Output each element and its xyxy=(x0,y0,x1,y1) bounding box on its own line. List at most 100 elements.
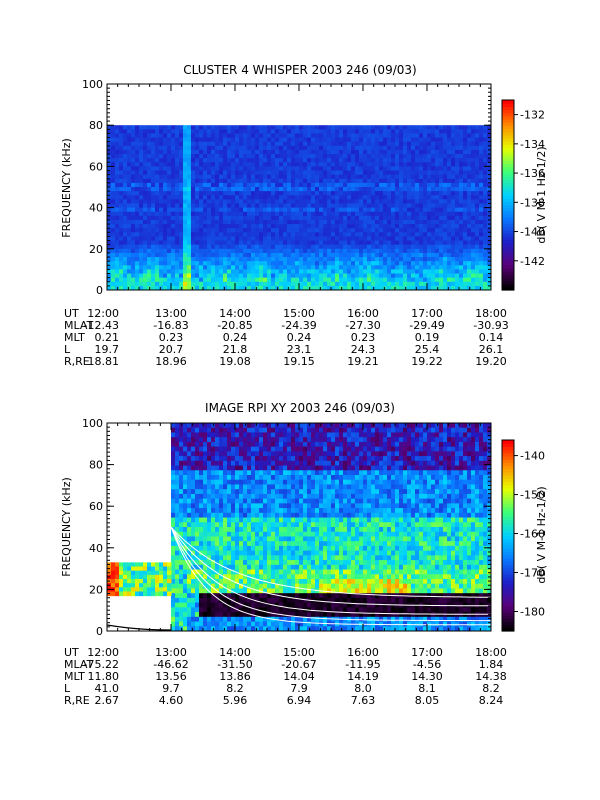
spectrogram-cell xyxy=(219,203,224,209)
spectrogram-cell xyxy=(179,512,184,519)
spectrogram-cell xyxy=(119,285,124,291)
spectrogram-cell xyxy=(323,187,328,192)
spectrogram-cell xyxy=(315,244,320,250)
colorbar-cell xyxy=(502,109,514,114)
spectrogram-cell xyxy=(307,211,312,217)
spectrogram-cell xyxy=(467,228,472,233)
spectrogram-cell xyxy=(223,522,228,528)
spectrogram-cell xyxy=(115,187,120,192)
colorbar-frame xyxy=(501,99,515,291)
spectrogram-cell xyxy=(203,170,208,176)
spectrogram-cell xyxy=(119,125,124,130)
spectrogram-cell xyxy=(399,154,404,159)
spectrogram-cell xyxy=(239,484,244,490)
spectrogram-cell xyxy=(199,531,204,537)
spectrogram-cell xyxy=(179,277,184,283)
spectrogram-cell xyxy=(207,261,212,266)
spectrogram-cell xyxy=(247,261,252,266)
spectrogram-cell xyxy=(291,248,296,254)
spectrogram-cell xyxy=(243,182,248,188)
spectrogram-cell xyxy=(383,236,388,242)
spectrogram-cell xyxy=(183,170,188,176)
spectrogram-cell xyxy=(311,141,316,147)
spectrogram-cell xyxy=(263,207,268,213)
spectrogram-cell xyxy=(151,281,156,287)
spectrogram-cell xyxy=(283,244,288,250)
spectrogram-cell xyxy=(475,232,480,237)
colorbar-cell xyxy=(502,157,514,161)
spectrogram-cell xyxy=(295,228,300,233)
spectrogram-cell xyxy=(255,269,260,275)
spectrogram-cell xyxy=(407,162,412,167)
spectrogram-cell xyxy=(115,265,120,270)
spectrogram-cell xyxy=(299,228,304,233)
spectrogram-cell xyxy=(363,125,368,130)
spectrogram-cell xyxy=(155,137,160,143)
spectrogram-cell xyxy=(191,232,196,237)
spectrogram-cell xyxy=(219,441,224,448)
spectrogram-cell xyxy=(235,545,240,552)
spectrogram-cell xyxy=(171,199,176,204)
spectrogram-cell xyxy=(207,285,212,291)
spectrogram-cell xyxy=(379,248,384,254)
colorbar-cell xyxy=(502,236,514,240)
spectrogram-cell xyxy=(475,281,480,287)
spectrogram-cell xyxy=(235,446,240,452)
spectrogram-cell xyxy=(143,178,148,184)
spectrogram-cell xyxy=(155,191,160,196)
spectrogram-cell xyxy=(235,612,240,618)
spectrogram-cell xyxy=(187,583,192,589)
spectrogram-cell xyxy=(123,248,128,254)
spectrogram-cell xyxy=(179,224,184,229)
spectrogram-cell xyxy=(243,564,248,571)
spectrogram-cell xyxy=(123,257,128,262)
spectrogram-cell xyxy=(475,125,480,130)
spectrogram-cell xyxy=(199,261,204,266)
spectrogram-cell xyxy=(235,149,240,155)
spectrogram-cell xyxy=(471,174,476,180)
spectrogram-cell xyxy=(263,285,268,291)
spectrogram-cell xyxy=(151,170,156,176)
spectrogram-cell xyxy=(291,273,296,279)
spectrogram-cell xyxy=(307,145,312,151)
spectrogram-cell xyxy=(391,162,396,167)
spectrogram-cell xyxy=(227,489,232,495)
spectrogram-cell xyxy=(483,228,488,233)
spectrogram-cell xyxy=(455,232,460,237)
spectrogram-cell xyxy=(223,479,228,485)
spectrogram-cell xyxy=(147,166,152,172)
spectrogram-cell xyxy=(311,285,316,291)
spectrogram-cell xyxy=(467,187,472,192)
spectrogram-cell xyxy=(231,228,236,233)
spectrogram-cell xyxy=(107,133,112,139)
spectrogram-cell xyxy=(235,195,240,200)
spectrogram-cell xyxy=(179,503,184,509)
spectrogram-cell xyxy=(231,252,236,258)
spectrogram-cell xyxy=(163,285,168,291)
spectrogram-cell xyxy=(311,195,316,200)
spectrogram-cell xyxy=(331,133,336,139)
spectrogram-cell xyxy=(411,162,416,167)
spectrogram-cell xyxy=(311,203,316,209)
spectrogram-cell xyxy=(415,273,420,279)
spectrogram-cell xyxy=(239,517,244,523)
spectrogram-cell xyxy=(159,191,164,196)
spectrogram-cell xyxy=(199,224,204,229)
spectrogram-cell xyxy=(395,174,400,180)
spectrogram-cell xyxy=(315,137,320,143)
spectrogram-cell xyxy=(315,269,320,275)
spectrogram-cell xyxy=(471,281,476,287)
spectrogram-cell xyxy=(475,236,480,242)
spectrogram-cell xyxy=(323,141,328,147)
spectrogram-cell xyxy=(143,187,148,192)
spectrogram-cell xyxy=(411,182,416,188)
spectrogram-cell xyxy=(243,191,248,196)
spectrogram-cell xyxy=(431,174,436,180)
spectrogram-cell xyxy=(419,191,424,196)
spectrogram-cell xyxy=(183,281,188,287)
spectrogram-cell xyxy=(263,248,268,254)
spectrogram-cell xyxy=(391,265,396,270)
spectrogram-cell xyxy=(259,182,264,188)
spectrogram-cell xyxy=(203,456,208,462)
spectrogram-cell xyxy=(439,199,444,204)
